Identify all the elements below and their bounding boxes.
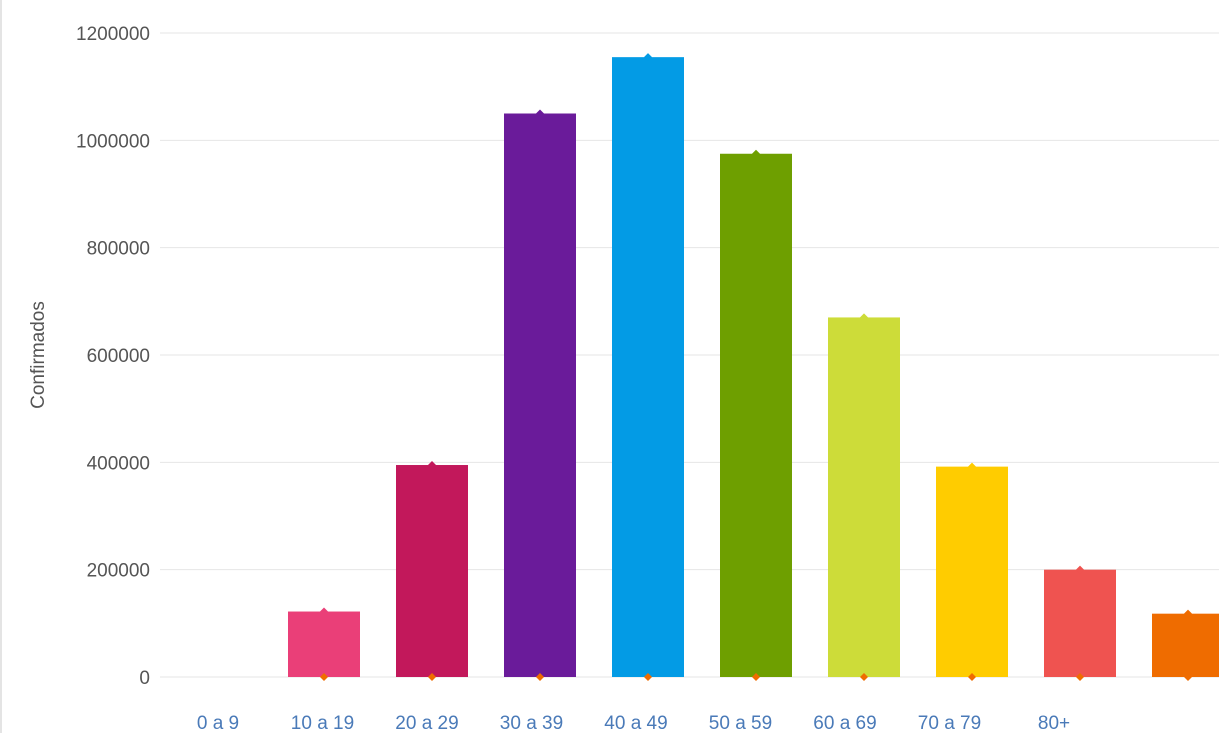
y-tick-label: 1200000 bbox=[76, 24, 150, 45]
bar-top-marker bbox=[320, 607, 328, 616]
y-tick-label: 800000 bbox=[87, 239, 150, 260]
bar[interactable] bbox=[1044, 569, 1116, 677]
bar-top-marker bbox=[536, 109, 544, 118]
x-tick-label: 50 a 59 bbox=[709, 713, 772, 733]
bar[interactable] bbox=[936, 466, 1008, 677]
y-tick-label: 600000 bbox=[87, 346, 150, 367]
baseline-marker bbox=[1076, 673, 1084, 681]
x-tick-label: 80+ bbox=[1038, 713, 1070, 733]
bar-top-marker bbox=[428, 461, 436, 470]
y-tick-label: 1000000 bbox=[76, 131, 150, 152]
baseline-marker bbox=[968, 673, 976, 681]
bar[interactable] bbox=[1152, 613, 1219, 677]
baseline-marker bbox=[428, 673, 436, 681]
x-tick-label: 70 a 79 bbox=[918, 713, 981, 733]
baseline-marker bbox=[1184, 673, 1192, 681]
chart-left-border bbox=[0, 0, 2, 733]
bar[interactable] bbox=[828, 317, 900, 677]
bar-top-marker bbox=[1184, 609, 1192, 618]
y-tick-label: 400000 bbox=[87, 453, 150, 474]
bar-top-marker bbox=[860, 313, 868, 322]
x-tick-label: 0 a 9 bbox=[197, 713, 239, 733]
x-tick-label: 60 a 69 bbox=[813, 713, 876, 733]
bar-top-marker bbox=[752, 149, 760, 158]
x-axis-labels: 0 a 9 10 a 19 20 a 29 30 a 39 40 a 49 50 a 59… bbox=[197, 713, 1070, 733]
bar[interactable] bbox=[504, 113, 576, 678]
bar-top-marker bbox=[968, 462, 976, 471]
baseline-marker bbox=[860, 673, 868, 681]
x-tick-label: 10 a 19 bbox=[291, 713, 354, 733]
x-tick-label: 20 a 29 bbox=[395, 713, 458, 733]
bar-top-marker bbox=[644, 53, 652, 62]
baseline-marker bbox=[536, 673, 544, 681]
bar[interactable] bbox=[288, 611, 360, 677]
y-tick-label: 0 bbox=[139, 668, 150, 689]
y-axis-title: Confirmados bbox=[28, 301, 49, 409]
bar[interactable] bbox=[612, 57, 684, 677]
chart-gridlines bbox=[160, 32, 1219, 678]
bar[interactable] bbox=[720, 153, 792, 677]
chart-bars bbox=[288, 57, 1219, 677]
x-tick-label: 30 a 39 bbox=[500, 713, 563, 733]
bar-top-marker bbox=[1076, 565, 1084, 574]
baseline-marker bbox=[752, 673, 760, 681]
y-tick-label: 200000 bbox=[87, 561, 150, 582]
bar[interactable] bbox=[396, 465, 468, 677]
x-tick-label: 40 a 49 bbox=[604, 713, 667, 733]
y-axis-ticks: 0 200000 400000 600000 800000 1000000 1200000 bbox=[76, 24, 150, 689]
baseline-marker bbox=[320, 673, 328, 681]
baseline-marker bbox=[644, 673, 652, 681]
chart-markers bbox=[320, 53, 1192, 681]
